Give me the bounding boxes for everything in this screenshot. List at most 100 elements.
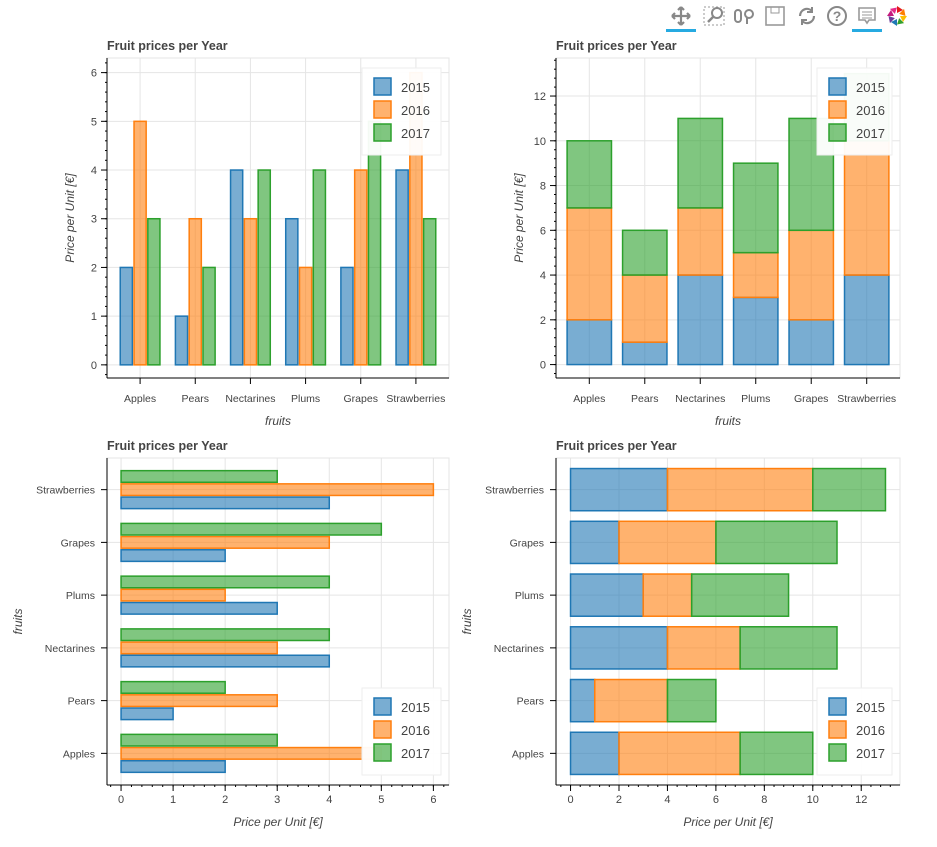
bar-2016-strawberries — [120, 483, 435, 497]
bar-2016-grapes — [120, 535, 331, 549]
bar-2017-grapes — [715, 520, 838, 565]
y-category-label: Nectarines — [494, 643, 544, 655]
reset-tool-button[interactable] — [794, 4, 820, 28]
bar-2015-grapes — [788, 319, 835, 366]
x-axis-label: Price per Unit [€] — [233, 815, 323, 829]
bar-2016-apples — [133, 120, 147, 366]
chart-title: Fruit prices per Year — [556, 439, 677, 453]
legend-swatch-2016 — [828, 100, 847, 119]
bar-2016-plums — [642, 573, 693, 617]
x-category-label: Pears — [631, 393, 658, 405]
y-axis-label: fruits — [460, 608, 474, 634]
y-tick-label: 6 — [91, 68, 97, 80]
y-category-label: Plums — [515, 590, 544, 602]
pan-tool-button[interactable] — [666, 4, 696, 32]
bar-2017-apples — [566, 140, 613, 209]
legend-swatch-2017 — [373, 123, 392, 142]
bar-2017-pears — [120, 680, 226, 694]
bar-2016-strawberries — [666, 467, 814, 512]
bar-2016-apples — [566, 207, 613, 321]
y-category-label: Plums — [66, 590, 95, 602]
legend-label: 2017 — [401, 126, 430, 141]
x-tick-label: 3 — [274, 794, 280, 806]
bar-2016-apples — [120, 746, 383, 760]
y-tick-label: 12 — [534, 91, 546, 103]
bar-2015-pears — [174, 315, 189, 366]
legend-swatch-2015 — [828, 697, 847, 716]
bokeh-logo-tool-button[interactable] — [884, 4, 910, 28]
x-tick-label: 10 — [807, 794, 819, 806]
x-category-label: Plums — [291, 393, 320, 405]
bar-2015-plums — [732, 296, 779, 366]
legend-swatch-2016 — [828, 720, 847, 739]
x-tick-label: 4 — [326, 794, 332, 806]
bar-2015-nectarines — [677, 274, 724, 366]
y-tick-label: 3 — [91, 214, 97, 226]
bar-2016-grapes — [618, 520, 717, 565]
legend-label: 2015 — [401, 700, 430, 715]
reset-icon — [798, 7, 816, 25]
bar-2016-pears — [120, 694, 278, 708]
chart-1: Fruit prices per Year 0 1 2 3 4 5 6 Apples Pears N… — [63, 39, 450, 428]
x-axis-label: fruits — [265, 414, 291, 428]
legend-swatch-2017 — [373, 743, 392, 762]
svg-text:?: ? — [833, 8, 842, 24]
save-tool-button[interactable] — [762, 4, 788, 28]
help-tool-button[interactable]: ? — [824, 4, 850, 28]
legend-swatch-2015 — [828, 77, 847, 96]
bar-2017-nectarines — [120, 628, 331, 642]
legend-swatch-2017 — [828, 743, 847, 762]
bar-2015-apples — [566, 319, 613, 366]
x-tick-label: 1 — [170, 794, 176, 806]
chart-2: Fruit prices per Year 0 2 4 6 8 10 12 Apples Pear… — [512, 39, 901, 428]
bar-2016-apples — [618, 731, 741, 776]
bar-2015-nectarines — [120, 654, 331, 668]
bar-2017-apples — [739, 731, 814, 776]
legend-label: 2017 — [856, 126, 885, 141]
hover-tool-button[interactable] — [852, 4, 882, 32]
x-category-label: Plums — [741, 393, 770, 405]
x-axis-label: Price per Unit [€] — [683, 815, 773, 829]
x-tick-label: 2 — [222, 794, 228, 806]
legend: 2015 2016 2017 — [361, 687, 442, 776]
y-axis-label: Price per Unit [€] — [512, 173, 526, 263]
bar-2015-pears — [120, 707, 174, 721]
save-icon — [765, 6, 785, 26]
box-zoom-tool-button[interactable] — [702, 4, 728, 28]
legend: 2015 2016 2017 — [816, 67, 893, 156]
y-tick-label: 8 — [540, 181, 546, 193]
wheel-zoom-tool-button[interactable] — [732, 4, 758, 28]
bokeh-logo-icon — [887, 6, 907, 26]
bar-2016-pears — [621, 274, 668, 343]
y-tick-label: 1 — [91, 311, 97, 323]
y-category-label: Pears — [68, 696, 95, 708]
bar-2016-nectarines — [243, 217, 258, 366]
bar-2016-plums — [298, 266, 313, 366]
bar-2015-strawberries — [843, 274, 890, 366]
bar-2015-grapes — [569, 520, 620, 565]
bar-2017-pears — [666, 678, 717, 723]
x-tick-label: 12 — [855, 794, 867, 806]
legend-swatch-2015 — [373, 77, 392, 96]
bar-2016-plums — [732, 251, 779, 299]
bar-2017-strawberries — [120, 469, 278, 484]
legend-swatch-2016 — [373, 720, 392, 739]
x-category-label: Apples — [573, 393, 605, 405]
x-tick-label: 6 — [713, 794, 719, 806]
pan-icon — [671, 6, 691, 26]
bar-2017-pears — [202, 266, 216, 366]
x-tick-label: 0 — [118, 794, 124, 806]
x-tick-label: 5 — [378, 794, 384, 806]
chart-4: Fruit prices per Year 0 2 4 6 8 10 12 Apples Pear… — [460, 439, 901, 829]
x-category-label: Pears — [182, 393, 209, 405]
bar-2017-nectarines — [739, 626, 838, 670]
bar-2015-strawberries — [120, 496, 331, 510]
legend-label: 2015 — [401, 80, 430, 95]
x-category-label: Strawberries — [837, 393, 896, 405]
bar-2015-strawberries — [395, 169, 409, 366]
y-category-label: Nectarines — [45, 643, 95, 655]
bar-2017-apples — [120, 733, 278, 747]
x-category-label: Nectarines — [675, 393, 725, 405]
y-tick-label: 6 — [540, 225, 546, 237]
bar-2017-nectarines — [677, 117, 724, 209]
